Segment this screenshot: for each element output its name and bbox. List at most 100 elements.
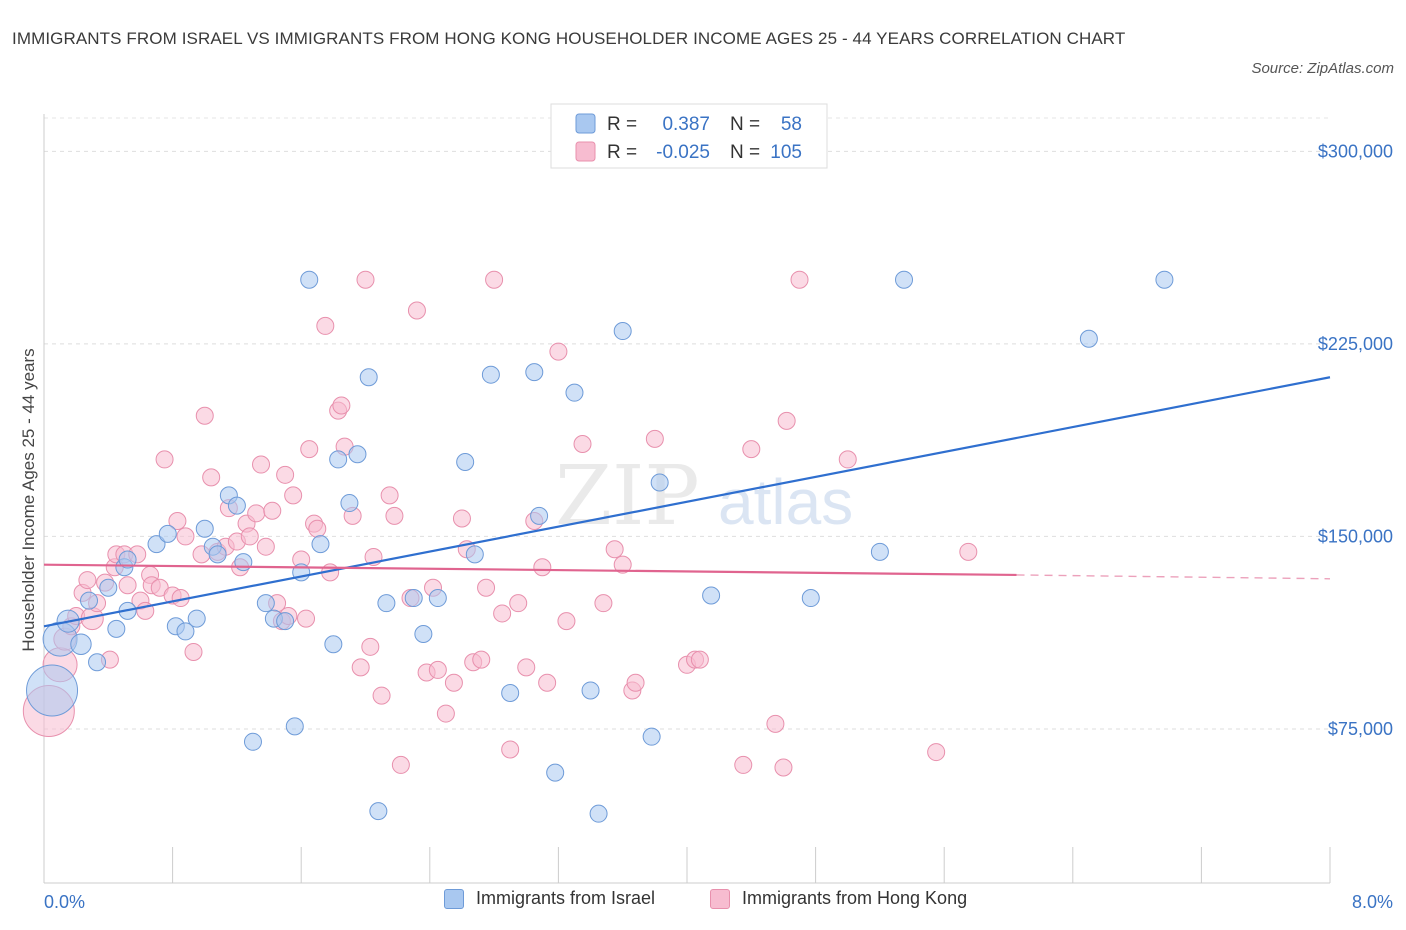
watermark: ZIP atlas	[555, 449, 853, 544]
israel-point	[465, 545, 484, 564]
hongkong-point	[477, 578, 496, 597]
hongkong-point	[168, 512, 187, 531]
israel-point	[801, 589, 820, 608]
hongkong-point	[959, 542, 978, 561]
israel-point	[414, 624, 433, 643]
legend-swatch-hongkong	[575, 141, 596, 162]
israel-point	[589, 804, 608, 823]
hongkong-point	[501, 740, 520, 759]
israel-point	[642, 727, 661, 746]
source-label: Source: ZipAtlas.com	[1251, 60, 1394, 77]
israel-point	[243, 732, 262, 751]
hongkong-point	[605, 540, 624, 559]
hongkong-point	[927, 743, 946, 762]
legend-r-label-israel: R =	[607, 114, 637, 135]
hongkong-point	[155, 450, 174, 469]
hongkong-point	[308, 519, 327, 538]
israel-point	[256, 594, 275, 613]
y-tick-labels: $75,000 $150,000 $225,000 $300,000	[1318, 141, 1393, 739]
watermark-zip: ZIP	[555, 449, 700, 544]
israel-point	[234, 553, 253, 572]
hongkong-point	[380, 486, 399, 505]
israel-point	[208, 545, 227, 564]
hongkong-point	[391, 755, 410, 774]
hongkong-point	[195, 406, 214, 425]
israel-point	[530, 506, 549, 525]
hongkong-point	[240, 527, 259, 546]
correlation-legend: R = 0.387 N = 58 R = -0.025 N = 105	[550, 103, 828, 169]
hongkong-point	[385, 506, 404, 525]
hongkong-point	[613, 555, 632, 574]
bottom-legend-swatch-hongkong	[710, 888, 730, 909]
grid-lines	[44, 117, 1330, 730]
israel-point	[348, 445, 367, 464]
hongkong-point	[176, 527, 195, 546]
y-tick-label: $225,000	[1318, 334, 1393, 354]
legend-r-value-israel: 0.387	[662, 114, 710, 135]
israel-point	[870, 542, 889, 561]
hongkong-point	[742, 440, 761, 459]
israel-point	[501, 684, 520, 703]
hongkong-point	[78, 571, 97, 590]
israel-point	[276, 612, 295, 631]
hongkong-point	[202, 468, 221, 487]
hongkong-point	[118, 576, 137, 595]
legend-box	[550, 103, 828, 169]
israel-point	[581, 681, 600, 700]
israel-point	[702, 586, 721, 605]
hongkong-point	[485, 270, 504, 289]
hongkong-point	[838, 450, 857, 469]
hongkong-point	[557, 612, 576, 631]
hongkong-point	[184, 642, 203, 661]
hongkong-point	[472, 650, 491, 669]
israel-point	[70, 633, 92, 655]
israel-point	[404, 589, 423, 608]
hongkong-point	[766, 714, 785, 733]
israel-point	[369, 802, 388, 821]
y-tick-label: $75,000	[1328, 719, 1393, 739]
hongkong-point	[361, 637, 380, 656]
israel-points	[26, 270, 1174, 823]
israel-point	[650, 473, 669, 492]
hongkong-point	[372, 686, 391, 705]
hongkong-point	[626, 673, 645, 692]
hongkong-point	[517, 658, 536, 677]
hongkong-point	[790, 270, 809, 289]
legend-n-label-hongkong: N =	[730, 142, 760, 163]
hongkong-trend-extension	[1016, 574, 1331, 580]
israel-point	[428, 589, 447, 608]
hongkong-point	[538, 673, 557, 692]
y-axis-label: Householder Income Ages 25 - 44 years	[19, 348, 38, 651]
israel-point	[377, 594, 396, 613]
hongkong-point	[493, 604, 512, 623]
israel-point	[329, 450, 348, 469]
legend-r-value-hongkong: -0.025	[656, 142, 710, 163]
y-tick-label: $300,000	[1318, 141, 1393, 161]
bottom-legend: Immigrants from Israel Immigrants from H…	[0, 888, 1406, 916]
israel-point	[300, 270, 319, 289]
hongkong-point	[407, 301, 426, 320]
israel-point	[176, 622, 195, 641]
israel-point	[525, 363, 544, 382]
israel-point	[456, 452, 475, 471]
x-tick-label-max: 8.0%	[1352, 892, 1393, 912]
hongkong-point	[276, 465, 295, 484]
hongkong-point	[645, 429, 664, 448]
legend-n-value-hongkong: 105	[770, 142, 802, 163]
chart-title: IMMIGRANTS FROM ISRAEL VS IMMIGRANTS FRO…	[12, 29, 1126, 48]
hongkong-point	[444, 673, 463, 692]
bottom-legend-hongkong: Immigrants from Hong Kong	[710, 888, 967, 909]
hongkong-point	[247, 504, 266, 523]
hongkong-point	[594, 594, 613, 613]
israel-point	[340, 494, 359, 513]
israel-point	[158, 524, 177, 543]
israel-point	[359, 368, 378, 387]
hongkong-point	[428, 660, 447, 679]
israel-point	[285, 717, 304, 736]
hongkong-point	[777, 411, 796, 430]
israel-point	[187, 609, 206, 628]
hongkong-point	[573, 435, 592, 454]
israel-point	[481, 365, 500, 384]
israel-point	[227, 496, 246, 515]
